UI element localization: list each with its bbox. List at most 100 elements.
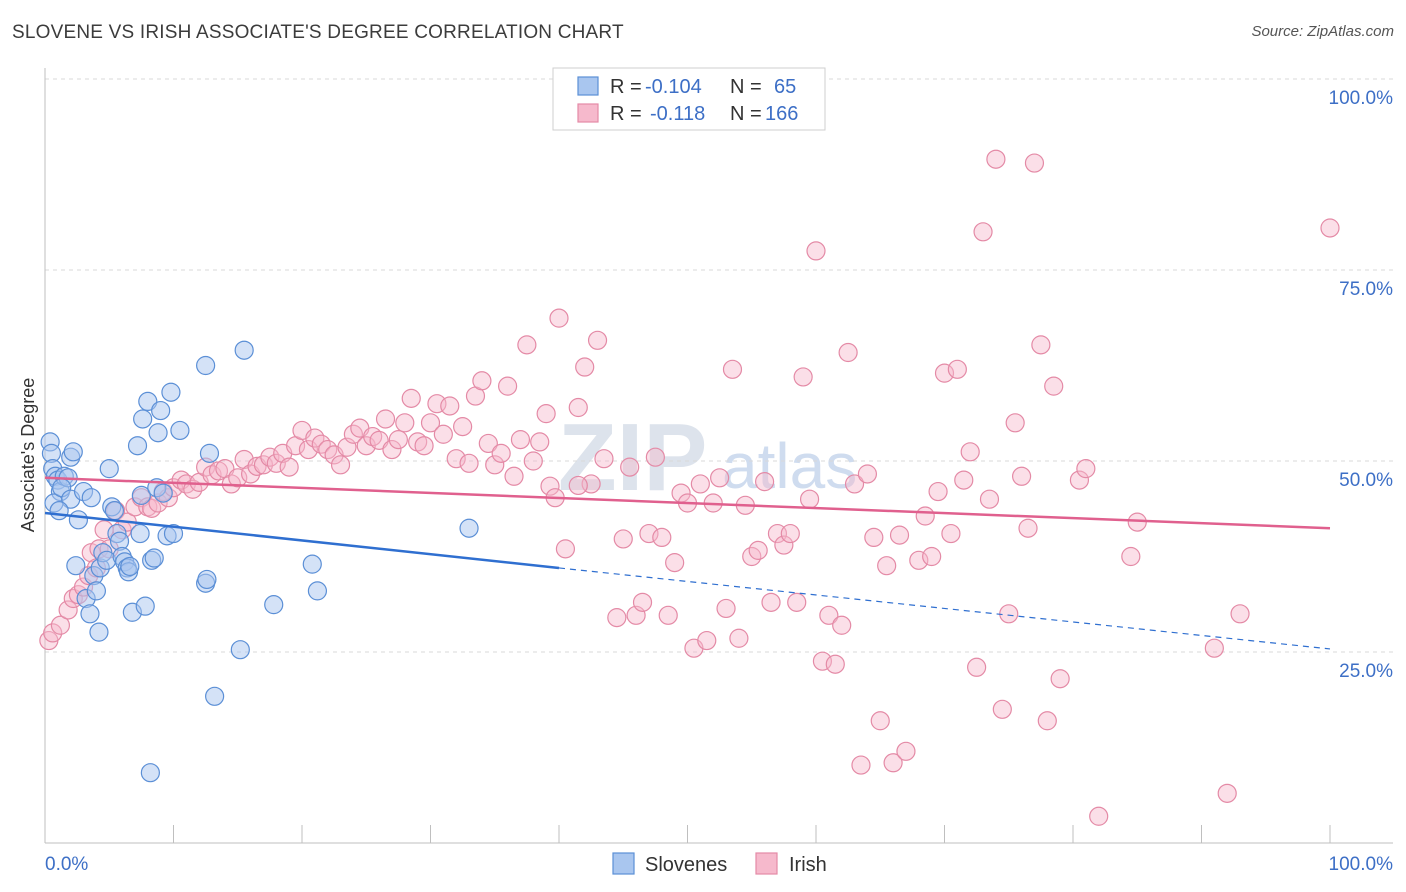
- irish-point: [710, 468, 730, 488]
- irish-point: [1024, 153, 1045, 173]
- slovenes-point: [196, 355, 216, 376]
- irish-point: [504, 466, 524, 486]
- irish-point: [568, 475, 588, 496]
- irish-point: [1005, 413, 1025, 433]
- irish-point: [793, 367, 813, 387]
- slovenes-point: [135, 596, 155, 616]
- irish-point: [491, 443, 511, 463]
- irish-point: [851, 755, 871, 775]
- y-tick-label: 25.0%: [1339, 661, 1393, 682]
- irish-point: [645, 447, 665, 467]
- irish-point: [453, 417, 473, 437]
- irish-point: [922, 546, 942, 567]
- irish-point: [575, 357, 595, 377]
- slovenes-point: [144, 548, 164, 568]
- slovenes-point: [170, 420, 190, 441]
- legend-n-label-irish: N =: [730, 103, 762, 125]
- slovenes-point: [163, 523, 184, 544]
- watermark-atlas: atlas: [722, 430, 857, 502]
- slovenes-point: [99, 459, 119, 479]
- legend-r-label-slovenes: R =: [610, 76, 642, 98]
- irish-point: [697, 630, 717, 651]
- irish-point: [780, 523, 800, 544]
- irish-point: [838, 342, 858, 363]
- x-tick-label-min: 0.0%: [45, 854, 88, 875]
- irish-point: [665, 553, 685, 573]
- legend-swatch-slovenes: [577, 76, 599, 96]
- irish-point: [999, 604, 1019, 624]
- slovenes-point: [81, 488, 101, 508]
- irish-point: [446, 449, 466, 469]
- irish-point: [1037, 711, 1057, 731]
- irish-point: [1230, 604, 1250, 624]
- bottom-legend-swatch-slovenes: [612, 852, 635, 875]
- slovenes-point: [148, 423, 168, 443]
- irish-point: [889, 525, 910, 545]
- slovenes-point: [302, 554, 322, 574]
- irish-point: [973, 222, 993, 242]
- legend-n-value-slovenes: 65: [774, 76, 796, 98]
- irish-point: [825, 654, 845, 674]
- irish-point: [555, 539, 576, 559]
- irish-point: [498, 376, 518, 396]
- y-axis-label: Associate's Degree: [18, 378, 38, 533]
- irish-point: [1076, 459, 1096, 479]
- irish-point: [414, 436, 434, 456]
- irish-point: [877, 556, 897, 576]
- legend-r-value-irish: -0.118: [650, 103, 705, 125]
- irish-point: [1089, 806, 1109, 826]
- irish-point: [485, 455, 505, 475]
- irish-point: [1050, 669, 1070, 689]
- irish-point: [440, 396, 460, 416]
- legend-swatch-irish: [577, 103, 599, 123]
- irish-point: [540, 476, 560, 496]
- slovenes-point: [199, 443, 220, 463]
- irish-point: [1121, 546, 1141, 567]
- y-tick-labels: 25.0% 50.0% 75.0% 100.0%: [1329, 88, 1394, 682]
- irish-point: [690, 474, 710, 494]
- irish-point: [620, 457, 640, 477]
- irish-point: [896, 741, 916, 761]
- y-tick-label: 50.0%: [1339, 470, 1393, 491]
- irish-point: [1204, 638, 1224, 658]
- series-legend: Slovenes Irish: [612, 852, 827, 876]
- irish-point: [433, 424, 453, 444]
- legend-r-value-slovenes: -0.104: [645, 76, 702, 98]
- slovenes-point: [49, 501, 69, 521]
- chart-title: SLOVENE VS IRISH ASSOCIATE'S DEGREE CORR…: [12, 22, 624, 43]
- irish-point: [1011, 466, 1032, 486]
- irish-point: [1320, 218, 1340, 238]
- irish-point: [639, 523, 659, 544]
- slovenes-point: [153, 483, 173, 503]
- irish-point: [388, 430, 408, 450]
- slovenes-point: [86, 581, 107, 601]
- slovenes-point: [161, 382, 181, 402]
- slovenes-point: [264, 595, 284, 615]
- irish-point: [909, 550, 929, 570]
- irish-point: [864, 527, 884, 548]
- irish-point: [594, 449, 614, 469]
- irish-point: [947, 359, 967, 379]
- slovenes-point: [131, 485, 151, 505]
- slovenes-point: [459, 518, 479, 538]
- irish-point: [658, 605, 678, 625]
- slovenes-point: [307, 581, 328, 601]
- bottom-legend-label-slovenes: Slovenes: [645, 854, 727, 876]
- irish-point: [954, 470, 974, 490]
- irish-point: [941, 523, 961, 544]
- irish-point: [1044, 376, 1064, 396]
- irish-point: [395, 413, 415, 433]
- irish-point: [986, 149, 1006, 169]
- irish-point: [420, 413, 441, 433]
- irish-point: [1217, 783, 1237, 803]
- legend-r-label-irish: R =: [610, 103, 642, 125]
- irish-trend-line: [44, 476, 1331, 530]
- legend-n-label-slovenes: N =: [730, 76, 762, 98]
- irish-point: [819, 605, 839, 625]
- chart-source: Source: ZipAtlas.com: [1251, 23, 1394, 40]
- x-axis-ticks: [173, 825, 1331, 843]
- irish-point: [50, 615, 71, 635]
- irish-point: [992, 699, 1012, 719]
- irish-point: [979, 489, 1000, 509]
